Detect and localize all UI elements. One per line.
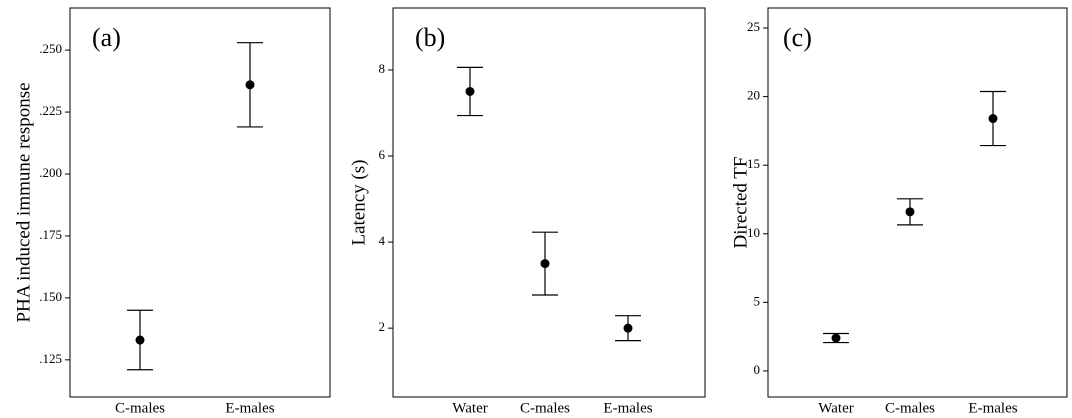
y-tick-label: .200 <box>39 165 62 180</box>
y-tick-label: .225 <box>39 103 62 118</box>
y-axis-label: Latency (s) <box>348 160 369 246</box>
panel-label: (b) <box>415 23 445 52</box>
y-tick-label: .125 <box>39 351 62 366</box>
x-tick-label: E-males <box>225 400 274 416</box>
mean-point <box>245 80 255 90</box>
mean-point <box>988 114 998 124</box>
x-tick-label: Water <box>818 400 853 416</box>
y-tick-label: 8 <box>379 61 386 76</box>
mean-point <box>905 207 915 217</box>
plot-frame <box>69 7 331 398</box>
mean-point <box>623 323 633 333</box>
x-tick-label: E-males <box>603 400 652 416</box>
y-tick-label: 25 <box>747 19 760 34</box>
y-tick-label: .175 <box>39 227 62 242</box>
y-tick-label: 0 <box>754 362 761 377</box>
y-tick-label: 20 <box>747 88 760 103</box>
y-tick-label: 2 <box>379 319 386 334</box>
x-tick-label: C-males <box>115 400 165 416</box>
y-tick-label: 15 <box>747 156 760 171</box>
y-tick-label: 10 <box>747 225 760 240</box>
y-tick-label: 5 <box>754 293 761 308</box>
x-tick-label: C-males <box>885 400 935 416</box>
y-axis-label: PHA induced immune response <box>13 82 34 322</box>
mean-point <box>831 333 841 343</box>
panel-label: (c) <box>783 23 812 52</box>
panel-label: (a) <box>92 23 121 52</box>
mean-point <box>465 86 475 96</box>
y-tick-label: .250 <box>39 41 62 56</box>
y-tick-label: 4 <box>379 233 386 248</box>
mean-point <box>540 259 550 269</box>
x-tick-label: E-males <box>968 400 1017 416</box>
mean-point <box>135 335 145 345</box>
plot-frame <box>392 7 706 398</box>
plot-frame <box>767 7 1068 398</box>
y-axis-label: Directed TF <box>730 157 751 249</box>
y-tick-label: 6 <box>379 147 386 162</box>
y-tick-label: .150 <box>39 289 62 304</box>
x-tick-label: C-males <box>520 400 570 416</box>
x-tick-label: Water <box>452 400 487 416</box>
